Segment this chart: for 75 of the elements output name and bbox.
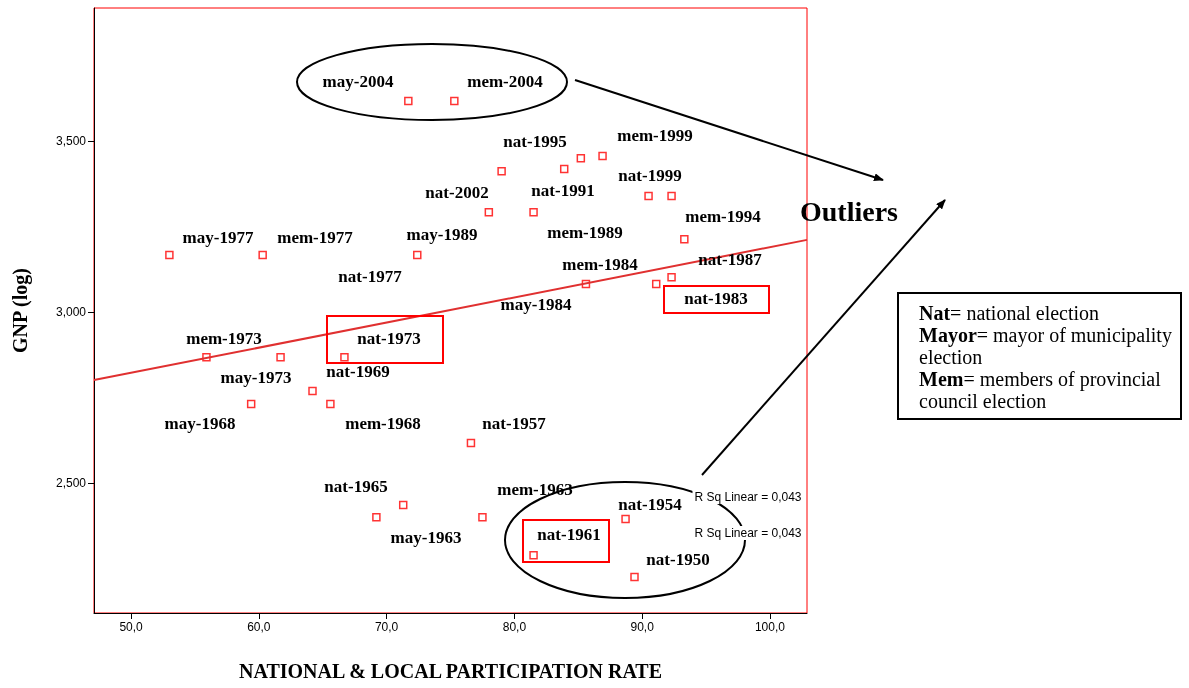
annotation: nat-1977 [338,267,402,286]
annotation: may-1973 [220,368,292,387]
point [308,386,317,396]
point [559,164,569,174]
annotation: mem-1999 [617,126,693,145]
point [576,153,586,163]
annotation: nat-1983 [684,289,748,308]
annotation: nat-1999 [618,166,682,185]
annotation: mem-1977 [277,228,353,247]
point [598,151,607,161]
annotation: nat-1991 [531,181,595,200]
annotation: may-1968 [164,414,236,433]
point [340,352,349,362]
annotation: mem-1963 [497,480,573,499]
point [466,438,476,448]
point [667,272,676,282]
x-tick-label: 80,0 [502,620,527,634]
annotation: nat-1950 [646,550,710,569]
annotation: nat-1961 [537,525,601,544]
annotation: may-1989 [406,225,478,244]
x-tick-label: 50,0 [119,620,144,634]
annotation: nat-2002 [425,183,489,202]
point [529,207,538,217]
annotation: Outliers [800,196,898,228]
point [581,279,591,289]
point [478,512,487,522]
x-tick-label: 90,0 [630,620,655,634]
x-tick-label: 100,0 [754,620,786,634]
annotation: nat-1995 [503,132,567,151]
point [667,191,676,201]
point [621,514,630,524]
y-axis-title: GNP (log) [9,268,32,353]
annotation: nat-1969 [326,362,390,381]
point [680,234,689,244]
point [326,399,335,409]
annotation: mem-1973 [186,329,262,348]
annotation: mem-1984 [562,255,638,274]
annotation: nat-1965 [324,477,388,496]
annotation: nat-1987 [698,250,762,269]
point [246,399,256,409]
annotation: may-2004 [322,72,394,91]
annotation: mem-1994 [685,207,761,226]
point [165,250,174,260]
annotation: nat-1957 [482,414,546,433]
note-box: Nat= national election Mayor= mayor of municipality election Mem= members of provincial council election [897,292,1182,420]
y-tick-label: 3,000 [55,305,87,320]
y-tick-label: 3,500 [55,134,87,149]
annotation: nat-1973 [357,329,421,348]
point [630,572,639,582]
point [398,500,408,510]
x-axis-title: NATIONAL & LOCAL PARTICIPATION RATE [238,660,663,682]
point [372,512,381,522]
point [529,550,538,560]
annotation: mem-2004 [467,72,543,91]
annotation: R Sq Linear = 0,043 [692,490,804,504]
point [276,352,285,362]
point [450,96,459,106]
annotation: nat-1954 [618,495,682,514]
point [404,96,413,106]
point [258,250,267,260]
annotation: may-1984 [500,295,572,314]
y-tick-label: 2,500 [55,476,87,491]
annotation: may-1963 [390,528,462,547]
annotation: may-1977 [182,228,254,247]
annotation: mem-1989 [547,223,623,242]
point [413,250,422,260]
point [644,191,653,201]
annotation: R Sq Linear = 0,043 [692,526,804,540]
point [484,207,494,217]
point [202,352,211,362]
annotation: mem-1968 [345,414,421,433]
x-tick-label: 70,0 [374,620,399,634]
point [651,279,661,289]
point [497,166,506,176]
x-tick-label: 60,0 [247,620,271,634]
